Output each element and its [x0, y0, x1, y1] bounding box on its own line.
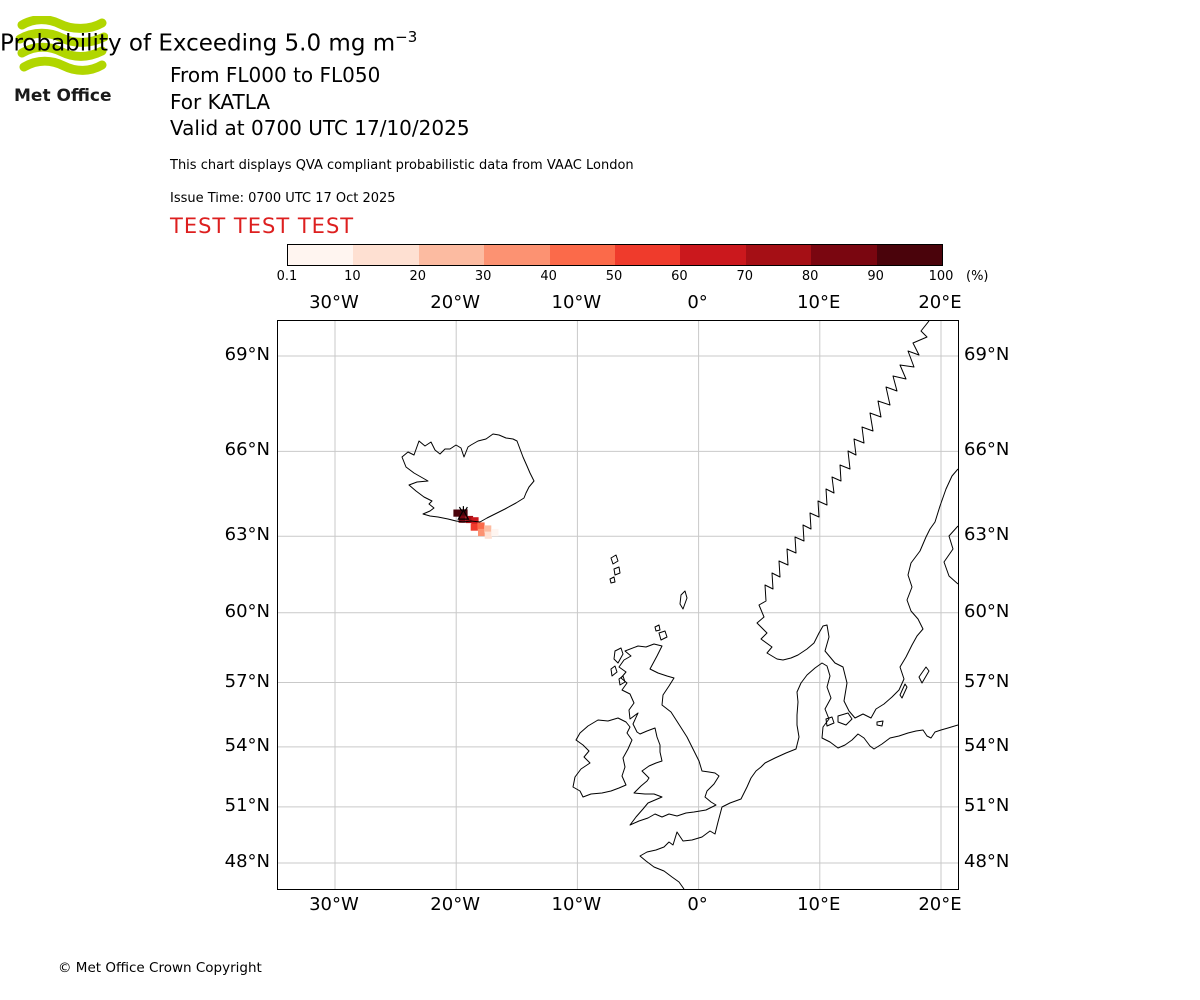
lat-axis-label: 48°N [964, 851, 1010, 873]
lon-axis-label: 20°W [430, 894, 481, 915]
colorbar-segment [615, 245, 681, 265]
ash-probability-cell [470, 523, 478, 531]
lat-axis-label: 60°N [224, 600, 270, 622]
coastline-great-britain [618, 643, 720, 826]
lat-axis-label: 57°N [964, 670, 1010, 692]
chart-description: This chart displays QVA compliant probab… [170, 158, 634, 173]
lat-axis-label: 63°N [964, 524, 1010, 546]
colorbar-segment [484, 245, 550, 265]
logo-waves [15, 16, 108, 75]
subtitle-valid-time: Valid at 0700 UTC 17/10/2025 [170, 116, 470, 140]
lat-axis-label: 69°N [224, 344, 270, 366]
ash-probability-cell [484, 525, 492, 533]
ash-probability-cell [453, 509, 461, 517]
volcano-summit-icon [457, 506, 470, 520]
colorbar-tick-label: 90 [867, 269, 884, 284]
colorbar-segment [418, 245, 485, 265]
colorbar-tick-label: 30 [474, 269, 492, 284]
coastlines [401, 321, 958, 889]
ash-probability-layer [453, 509, 499, 539]
lon-axis-label: 10°W [551, 894, 602, 915]
lon-axis-label: 20°W [430, 292, 481, 313]
ash-probability-cell [465, 515, 474, 524]
coastline-iceland [401, 433, 535, 523]
colorbar-tick-label: 80 [801, 269, 819, 284]
colorbar-segment [680, 245, 746, 265]
colorbar-tick-label: 60 [671, 269, 688, 284]
coastline-finland [943, 525, 958, 585]
colorbar-segment [745, 245, 812, 265]
colorbar-tick-label: 20 [409, 269, 427, 284]
map-canvas [278, 321, 958, 889]
lat-axis-label: 51°N [964, 794, 1010, 816]
colorbar-tick-label: 40 [540, 269, 557, 284]
colorbar-segment [288, 245, 354, 265]
colorbar-tick-label: 50 [605, 269, 623, 284]
lon-axis-label: 10°E [797, 292, 841, 313]
colorbar [287, 244, 943, 266]
title-exponent: −3 [395, 28, 418, 46]
lon-axis-label: 0° [687, 292, 708, 313]
lon-axis-label: 20°E [918, 292, 962, 313]
colorbar-segment [811, 245, 877, 265]
ash-probability-cell [460, 509, 468, 517]
colorbar-segments [288, 245, 943, 265]
lat-axis-label: 48°N [224, 851, 270, 873]
colorbar-segment [549, 245, 616, 265]
coastline-continental-europe [639, 662, 958, 889]
lat-axis-label: 54°N [224, 734, 270, 756]
ash-probability-cell [491, 528, 499, 537]
coastline-scandinavia [756, 321, 958, 719]
met-office-logo-text: Met Office [14, 86, 112, 106]
volcano-marker [457, 506, 470, 520]
colorbar-tick-label: 100 [928, 269, 954, 284]
colorbar-segment [876, 245, 943, 265]
map [277, 320, 959, 890]
colorbar-unit-label: (%) [966, 269, 989, 284]
lon-axis-label: 0° [687, 894, 708, 915]
test-banner: TEST TEST TEST [170, 214, 355, 238]
met-office-logo [15, 16, 108, 75]
lat-axis-label: 57°N [224, 670, 270, 692]
title-text: Probability of Exceeding 5.0 mg m [0, 30, 396, 57]
copyright-notice: © Met Office Crown Copyright [58, 960, 262, 976]
lon-axis-label: 30°W [309, 894, 359, 915]
colorbar-tick-label: 70 [736, 269, 754, 284]
lat-axis-label: 69°N [964, 344, 1010, 366]
lon-axis-label: 30°W [309, 292, 359, 313]
coastline-ireland [572, 717, 633, 798]
lon-axis-label: 10°E [797, 894, 841, 915]
lon-axis-label: 10°W [551, 292, 602, 313]
ash-probability-cell [471, 517, 479, 525]
lat-axis-label: 63°N [224, 524, 270, 546]
lat-axis-label: 66°N [964, 439, 1010, 461]
ash-probability-cell [477, 522, 485, 530]
colorbar-tick-label: 10 [344, 269, 361, 284]
lat-axis-label: 60°N [964, 600, 1010, 622]
page-title: Probability of Exceeding 5.0 mg m−3 [0, 28, 880, 57]
subtitle-volcano: For KATLA [170, 90, 270, 114]
lat-axis-label: 66°N [224, 439, 270, 461]
subtitle-flight-levels: From FL000 to FL050 [170, 63, 381, 87]
lat-axis-label: 51°N [224, 794, 270, 816]
map-overlay [457, 506, 470, 520]
issue-time: Issue Time: 0700 UTC 17 Oct 2025 [170, 191, 396, 206]
ash-probability-cell [484, 531, 492, 539]
ash-probability-cell [478, 528, 486, 537]
graticule [278, 321, 958, 889]
colorbar-segment [353, 245, 419, 265]
colorbar-tick-label: 0.1 [276, 269, 298, 284]
lat-axis-label: 54°N [964, 734, 1010, 756]
lon-axis-label: 20°E [918, 894, 962, 915]
coastline-islands [609, 554, 930, 727]
